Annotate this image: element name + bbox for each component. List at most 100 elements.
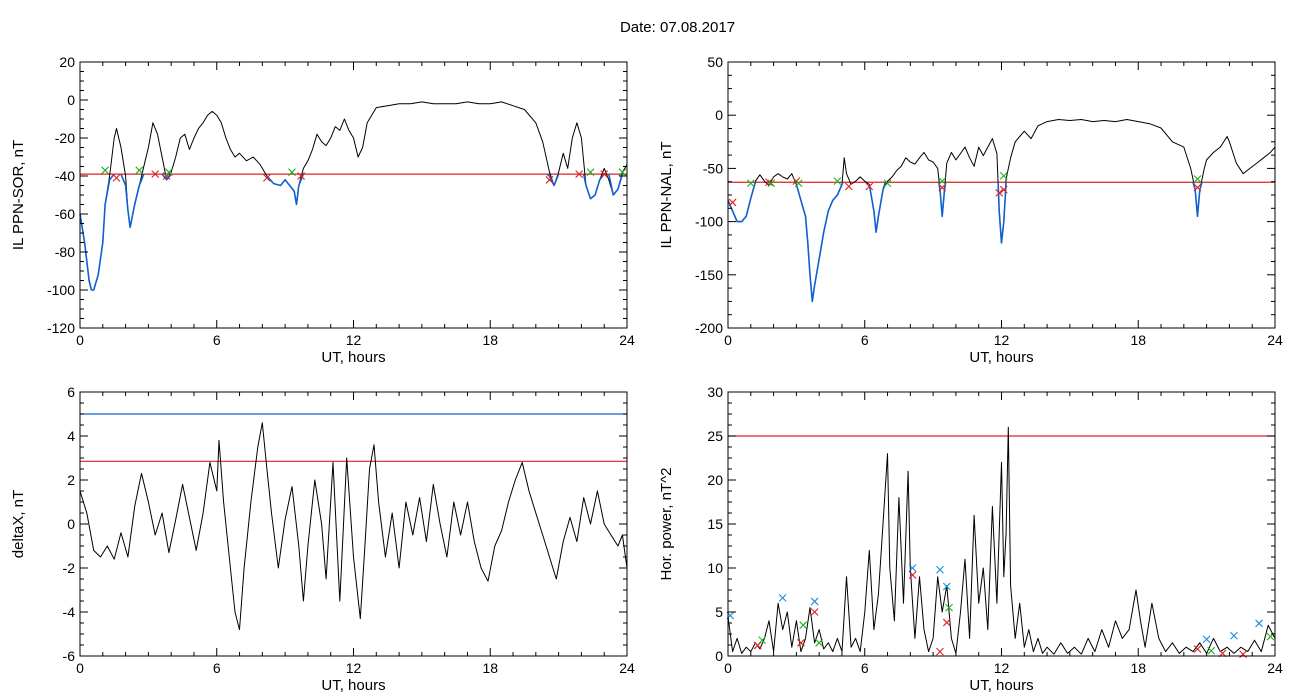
y-tick-label: 0 <box>67 516 75 532</box>
y-tick-label: 15 <box>707 516 723 532</box>
event-marker <box>844 182 853 191</box>
event-marker <box>883 179 892 188</box>
highlight-segment <box>868 181 887 233</box>
data-line-series <box>79 422 628 631</box>
y-tick-label: 30 <box>707 384 723 400</box>
highlight-segment <box>608 173 624 196</box>
chart-panel-il-ppn-sor: 0 6 12 18 24 -120 -100 -80 -60 -40 -20 0 20 UT, hours… <box>10 54 635 366</box>
y-tick-label: 2 <box>67 472 75 488</box>
event-marker <box>151 170 160 178</box>
event-marker <box>999 185 1008 194</box>
event-marker <box>746 179 755 188</box>
highlight-segment <box>79 173 115 291</box>
x-tick-label: 0 <box>76 332 84 348</box>
x-tick-label: 24 <box>1267 660 1283 676</box>
y-axis-label: IL PPN-SOR, nT <box>10 140 27 250</box>
highlight-segment <box>546 173 560 187</box>
highlight-segment <box>997 182 1007 244</box>
event-marker <box>575 170 584 178</box>
highlight-segment <box>582 173 605 200</box>
event-marker <box>936 565 944 574</box>
y-tick-label: -40 <box>55 168 75 184</box>
y-tick-label: -100 <box>695 214 723 230</box>
event-marker <box>758 636 767 645</box>
x-axis-label: UT, hours <box>969 349 1033 366</box>
event-marker <box>162 172 171 180</box>
event-marker <box>1239 650 1247 659</box>
y-tick-label: -200 <box>695 320 723 336</box>
chart-panel-il-ppn-nal: 0 6 12 18 24 -200 -150 -100 -50 0 50 UT, hours IL PP… <box>658 54 1283 366</box>
y-tick-label: 6 <box>67 384 75 400</box>
x-tick-label: 6 <box>861 332 869 348</box>
event-marker <box>778 594 787 602</box>
event-marker <box>1202 635 1211 644</box>
data-line-series <box>79 101 628 291</box>
event-marker <box>1207 646 1216 655</box>
event-marker <box>942 618 951 627</box>
y-tick-label: -4 <box>63 604 76 620</box>
event-marker <box>938 183 947 192</box>
x-tick-label: 12 <box>994 332 1010 348</box>
y-tick-label: 0 <box>715 107 723 123</box>
y-axis-label: deltaX, nT <box>10 490 27 558</box>
x-axis-label: UT, hours <box>321 349 385 366</box>
page-title: Date: 07.08.2017 <box>619 19 736 36</box>
event-marker <box>728 198 737 207</box>
event-marker <box>545 175 554 184</box>
event-marker <box>263 174 271 182</box>
x-tick-label: 0 <box>76 660 84 676</box>
y-tick-label: 4 <box>67 428 75 444</box>
event-marker <box>833 177 842 186</box>
x-tick-label: 18 <box>482 332 498 348</box>
event-marker <box>999 171 1008 180</box>
event-marker <box>1255 619 1263 628</box>
x-tick-label: 6 <box>213 660 221 676</box>
highlight-segment <box>120 173 145 229</box>
x-tick-label: 24 <box>1267 332 1283 348</box>
x-tick-label: 18 <box>482 660 498 676</box>
event-marker <box>164 168 173 177</box>
event-marker <box>297 172 305 180</box>
x-tick-label: 12 <box>346 332 362 348</box>
event-marker <box>942 582 951 591</box>
x-tick-label: 24 <box>619 660 635 676</box>
x-axis-label: UT, hours <box>321 677 385 694</box>
x-axis-label: UT, hours <box>969 677 1033 694</box>
y-tick-label: 50 <box>707 54 723 70</box>
event-marker <box>1193 183 1202 192</box>
y-axis-label: Hor. power, nT^2 <box>658 468 675 581</box>
y-tick-label: 0 <box>67 92 75 108</box>
x-tick-label: 12 <box>346 660 362 676</box>
y-tick-label: -150 <box>695 267 723 283</box>
event-marker <box>908 571 917 579</box>
plot-frame <box>79 61 628 329</box>
event-marker <box>938 177 947 186</box>
x-tick-label: 12 <box>994 660 1010 676</box>
event-marker <box>288 168 296 177</box>
event-marker <box>765 178 773 187</box>
highlight-segment <box>1192 181 1203 218</box>
y-tick-label: 5 <box>715 604 723 620</box>
event-marker <box>797 638 805 647</box>
event-marker <box>586 168 595 177</box>
y-tick-label: -60 <box>55 206 75 222</box>
event-marker <box>767 179 776 188</box>
x-tick-label: 0 <box>724 660 732 676</box>
y-tick-label: -6 <box>63 648 76 664</box>
highlight-segment <box>266 173 305 206</box>
x-tick-label: 18 <box>1130 332 1146 348</box>
event-marker <box>995 188 1004 197</box>
event-marker <box>936 647 944 656</box>
y-tick-label: 20 <box>59 54 75 70</box>
y-tick-label: -100 <box>47 282 75 298</box>
data-line-series <box>727 426 1276 655</box>
event-marker <box>135 166 144 175</box>
event-marker <box>101 166 109 175</box>
event-marker <box>865 182 874 191</box>
event-marker <box>794 179 803 188</box>
highlight-segment <box>795 181 844 303</box>
y-tick-label: 0 <box>715 648 723 664</box>
event-marker <box>815 638 824 647</box>
